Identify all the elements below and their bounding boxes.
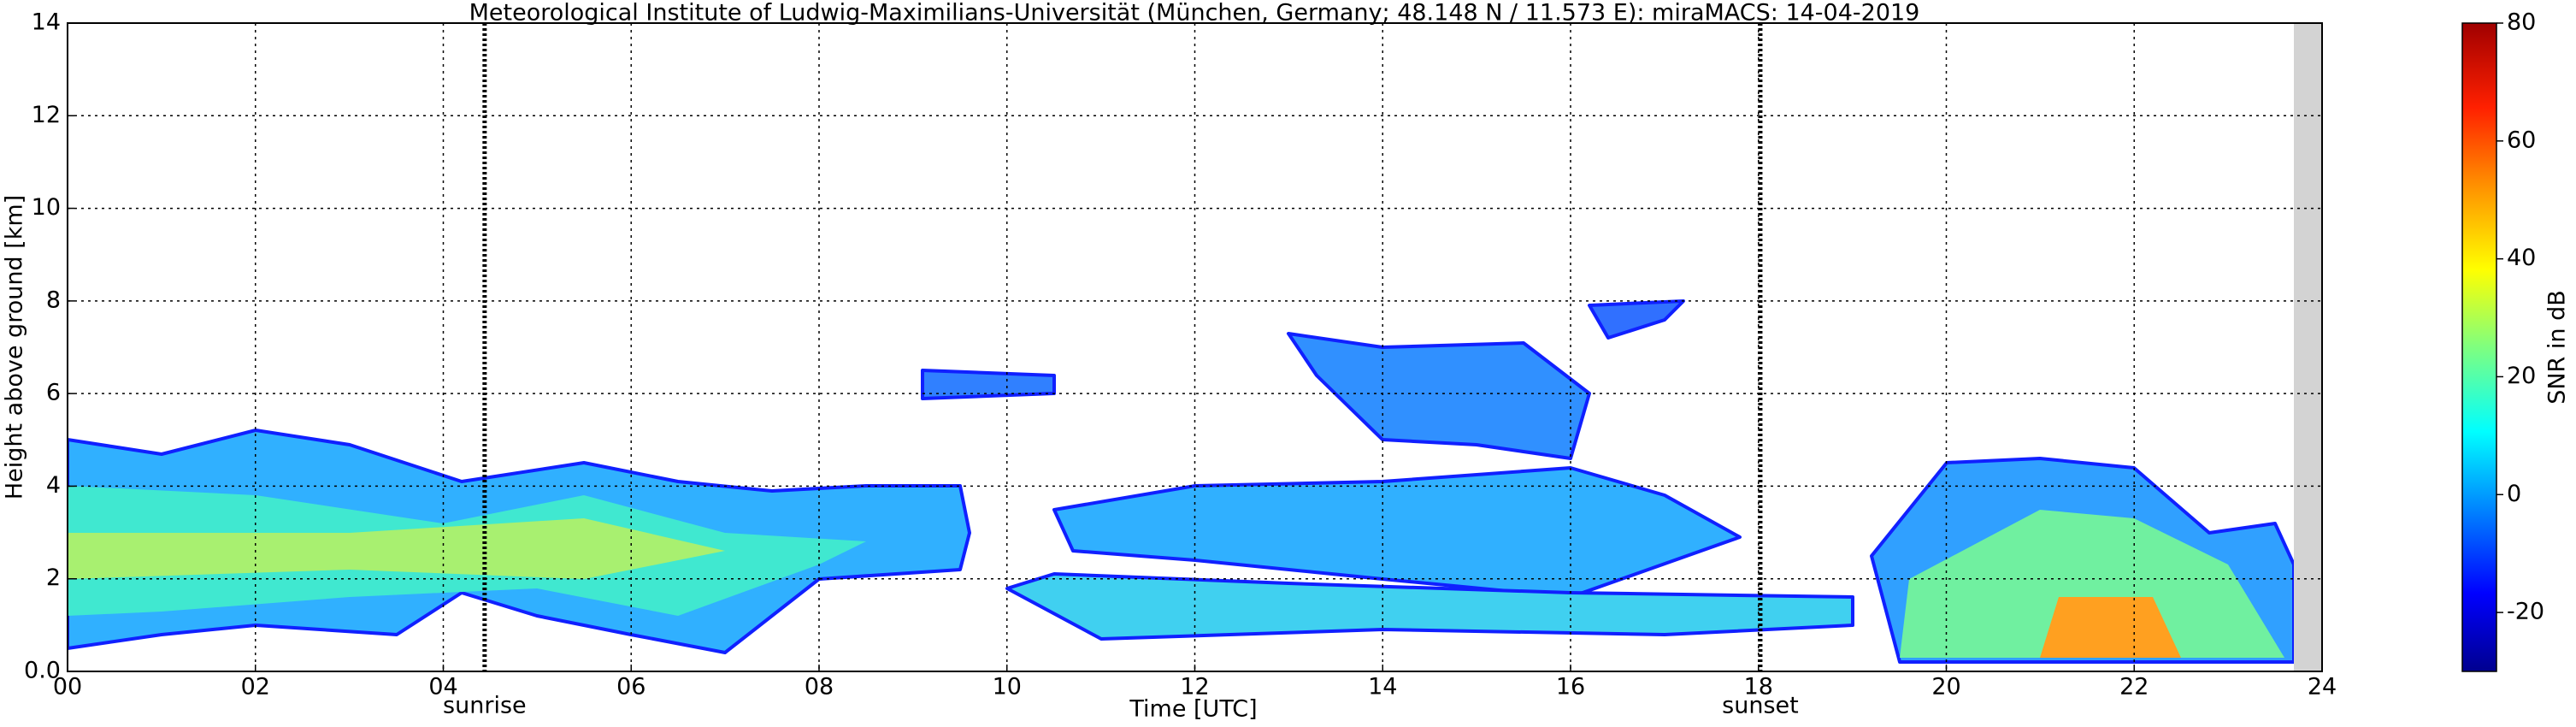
x-tick-label: 22 <box>2119 674 2149 700</box>
x-axis-label: Time [UTC] <box>1129 696 1257 723</box>
chart-title: Meteorological Institute of Ludwig-Maxim… <box>469 0 1920 27</box>
annotation-label: sunrise <box>443 693 527 719</box>
colorbar-label: SNR in dB <box>2544 290 2571 405</box>
missing-data <box>2294 23 2322 671</box>
colorbar-tick-label: -20 <box>2507 599 2544 625</box>
x-tick-label: 10 <box>993 674 1022 700</box>
x-tick-label: 08 <box>805 674 834 700</box>
colorbar-tick-label: 80 <box>2507 9 2536 36</box>
radar-echoes <box>68 299 2296 664</box>
x-tick-label: 12 <box>1180 674 1209 700</box>
x-tick-label: 00 <box>53 674 82 700</box>
colorbar <box>2461 22 2497 672</box>
x-tick-label: 18 <box>1744 674 1773 700</box>
x-tick-label: 04 <box>428 674 457 700</box>
y-axis-label: Height above ground [km] <box>2 195 28 499</box>
y-tick-label: 6 <box>46 380 61 406</box>
y-tick-label: 4 <box>46 472 61 499</box>
x-tick-label: 02 <box>241 674 270 700</box>
y-tick-label: 10 <box>32 194 61 221</box>
y-tick-label: 14 <box>32 9 61 36</box>
y-tick-label: 12 <box>32 102 61 128</box>
x-tick-label: 14 <box>1368 674 1397 700</box>
x-tick-label: 20 <box>1931 674 1960 700</box>
x-tick-label: 16 <box>1556 674 1585 700</box>
colorbar-tick-label: 0 <box>2507 481 2521 507</box>
colorbar-tick-label: 40 <box>2507 245 2536 271</box>
x-tick-label: 24 <box>2308 674 2337 700</box>
annotation-label: sunset <box>1722 693 1799 719</box>
y-tick-label: 2 <box>46 564 61 591</box>
colorbar-tick-label: 60 <box>2507 127 2536 153</box>
x-tick-label: 06 <box>616 674 645 700</box>
colorbar-tick-label: 20 <box>2507 363 2536 389</box>
y-tick-label: 8 <box>46 287 61 313</box>
y-tick-label: 0.0 <box>24 658 61 684</box>
